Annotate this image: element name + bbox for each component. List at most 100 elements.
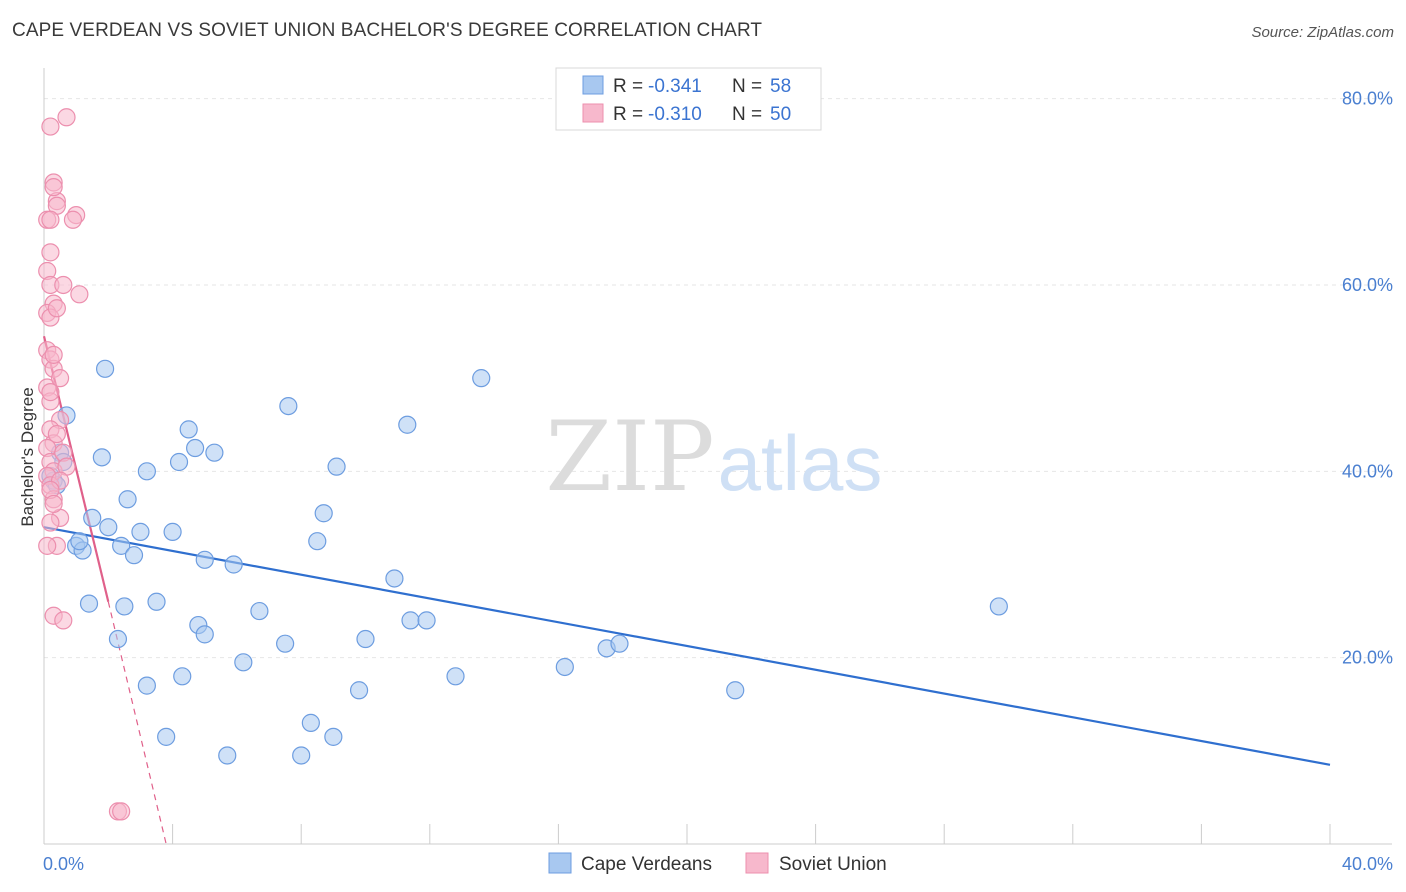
cape-verdean-point-39 bbox=[324, 727, 343, 746]
cape-verdean-point-34 bbox=[292, 746, 311, 765]
y-tick-label-2: 60.0% bbox=[1342, 275, 1393, 295]
legend-r-label-0: R = bbox=[613, 76, 643, 97]
cape-verdean-point-13 bbox=[115, 597, 134, 616]
watermark-zip: ZIP bbox=[545, 401, 714, 513]
cape-verdean-point-11 bbox=[124, 546, 144, 565]
trend-line-2 bbox=[107, 601, 167, 845]
soviet-union-point-25 bbox=[41, 513, 60, 532]
y-tick-label-1: 40.0% bbox=[1342, 461, 1393, 481]
source-label: Source: ZipAtlas.com bbox=[1251, 24, 1394, 41]
soviet-union-point-35 bbox=[41, 210, 60, 229]
legend-box: R = -0.341 N = 58 R = -0.310 N = 50 bbox=[555, 67, 822, 131]
bottom-legend: Cape Verdeans Soviet Union bbox=[548, 852, 887, 875]
legend-r-label-1: R = bbox=[613, 104, 643, 125]
legend-r-value-1: -0.310 bbox=[648, 104, 702, 125]
x-tick-label-1: 40.0% bbox=[1342, 854, 1393, 874]
cape-verdean-point-16 bbox=[137, 462, 156, 481]
cape-verdean-point-51 bbox=[726, 681, 745, 700]
cape-verdean-point-22 bbox=[179, 420, 198, 439]
soviet-union-point-40 bbox=[41, 383, 60, 402]
soviet-union-point-38 bbox=[44, 345, 63, 364]
soviet-union-point-41 bbox=[47, 424, 66, 444]
cape-verdean-point-12 bbox=[118, 490, 137, 509]
legend-r-value-0: -0.341 bbox=[648, 76, 702, 97]
cape-verdean-point-46 bbox=[446, 667, 465, 686]
cape-verdean-point-40 bbox=[349, 681, 369, 700]
soviet-union-point-47 bbox=[38, 536, 57, 555]
cape-verdean-point-15 bbox=[137, 676, 156, 695]
cape-verdean-point-19 bbox=[163, 522, 182, 541]
legend-n-value-0: 58 bbox=[770, 76, 791, 97]
x-tick-label-0: 0.0% bbox=[43, 854, 84, 874]
y-tick-label-3: 80.0% bbox=[1342, 89, 1393, 109]
soviet-union-point-49 bbox=[112, 802, 131, 821]
cape-verdean-point-14 bbox=[131, 522, 150, 541]
cape-verdean-point-45 bbox=[417, 611, 436, 630]
legend-n-label-0: N = bbox=[732, 76, 762, 97]
soviet-union-point-33 bbox=[44, 178, 63, 197]
cape-verdean-point-41 bbox=[356, 629, 375, 649]
watermark-atlas: atlas bbox=[718, 419, 883, 507]
cape-verdean-point-36 bbox=[308, 532, 327, 551]
legend-n-label-1: N = bbox=[732, 104, 762, 125]
soviet-union-point-31 bbox=[54, 275, 73, 295]
cape-verdean-point-25 bbox=[195, 625, 214, 644]
cape-verdean-point-18 bbox=[157, 727, 176, 746]
cape-verdean-point-27 bbox=[205, 443, 224, 462]
grid bbox=[44, 98, 1392, 659]
cape-verdean-point-56 bbox=[79, 594, 99, 613]
cape-verdean-point-8 bbox=[99, 518, 118, 537]
soviet-union-point-28 bbox=[54, 611, 73, 630]
cape-verdean-point-29 bbox=[224, 555, 243, 574]
legend-swatch-soviet-union bbox=[582, 103, 604, 123]
soviet-union-point-0 bbox=[41, 117, 60, 136]
soviet-union-point-4 bbox=[41, 243, 60, 262]
cape-verdean-point-9 bbox=[108, 629, 128, 649]
watermark: ZIP atlas bbox=[545, 401, 882, 513]
cape-verdean-point-55 bbox=[70, 532, 89, 551]
cape-verdean-point-21 bbox=[173, 667, 192, 686]
cape-verdean-point-20 bbox=[169, 452, 189, 472]
cape-verdean-point-5 bbox=[83, 508, 102, 528]
bottom-legend-swatch-soviet-union bbox=[745, 852, 769, 874]
cape-verdean-point-38 bbox=[327, 457, 346, 476]
soviet-union-point-37 bbox=[47, 299, 66, 318]
soviet-union-point-36 bbox=[63, 210, 83, 229]
data-points bbox=[38, 108, 1008, 821]
cape-verdean-point-23 bbox=[186, 438, 205, 458]
cape-verdean-point-44 bbox=[401, 611, 420, 630]
cape-verdean-point-26 bbox=[195, 550, 214, 569]
cape-verdean-point-42 bbox=[385, 569, 404, 588]
cape-verdean-point-35 bbox=[301, 713, 320, 732]
cape-verdean-point-43 bbox=[398, 415, 417, 434]
cape-verdean-point-37 bbox=[314, 504, 333, 523]
cape-verdean-point-52 bbox=[989, 597, 1008, 616]
soviet-union-point-39 bbox=[50, 369, 70, 388]
cape-verdean-point-31 bbox=[250, 601, 269, 621]
cape-verdean-point-6 bbox=[92, 448, 111, 467]
bottom-legend-label-cape-verdeans: Cape Verdeans bbox=[581, 854, 712, 875]
cape-verdean-point-32 bbox=[276, 634, 295, 653]
cape-verdean-point-48 bbox=[555, 657, 574, 677]
cape-verdean-point-17 bbox=[147, 592, 166, 611]
cape-verdean-point-30 bbox=[234, 653, 253, 672]
chart-title: CAPE VERDEAN VS SOVIET UNION BACHELOR'S … bbox=[12, 20, 763, 41]
cape-verdean-point-50 bbox=[610, 634, 629, 653]
cape-verdean-point-47 bbox=[472, 369, 491, 388]
legend-n-value-1: 50 bbox=[770, 104, 791, 125]
bottom-legend-label-soviet-union: Soviet Union bbox=[779, 854, 887, 875]
cape-verdean-point-33 bbox=[279, 396, 298, 416]
bottom-legend-swatch-cape-verdeans bbox=[548, 852, 572, 874]
trend-line-0 bbox=[43, 526, 1331, 766]
y-axis-label: Bachelor's Degree bbox=[18, 387, 37, 526]
cape-verdean-point-28 bbox=[218, 746, 237, 765]
cape-verdean-point-7 bbox=[95, 359, 115, 378]
cape-verdean-point-10 bbox=[112, 536, 131, 555]
legend-swatch-cape-verdeans bbox=[582, 75, 604, 95]
soviet-union-point-29 bbox=[57, 108, 76, 127]
soviet-union-point-46 bbox=[44, 494, 63, 514]
soviet-union-point-32 bbox=[70, 285, 89, 304]
y-tick-label-0: 20.0% bbox=[1342, 648, 1393, 668]
tick-labels: 20.0% 40.0% 60.0% 80.0% 0.0% 40.0% bbox=[43, 89, 1393, 874]
